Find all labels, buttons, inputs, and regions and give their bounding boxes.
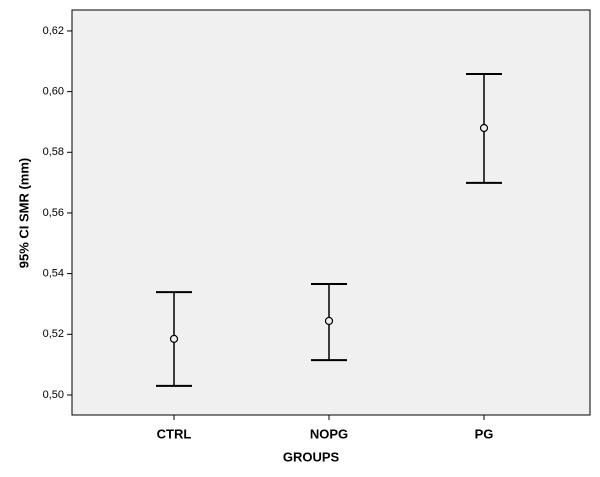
x-tick-label: CTRL [157,426,192,441]
y-tick-label: 0,54 [43,268,64,280]
x-tick-label: PG [475,426,494,441]
y-tick-label: 0,56 [43,207,64,219]
mean-marker [479,123,489,133]
mean-marker [169,334,179,343]
y-tick-label: 0,58 [43,146,64,158]
x-axis-title: GROUPS [283,449,340,464]
y-tick-label: 0,50 [43,389,64,401]
y-tick-label: 0,52 [43,328,64,340]
x-tick-label: NOPG [310,426,348,441]
y-axis-title: 95% CI SMR (mm) [16,158,31,269]
y-tick-label: 0,60 [43,86,64,98]
y-tick-label: 0,62 [43,25,64,37]
mean-marker [324,316,334,326]
plot-area [71,9,591,416]
